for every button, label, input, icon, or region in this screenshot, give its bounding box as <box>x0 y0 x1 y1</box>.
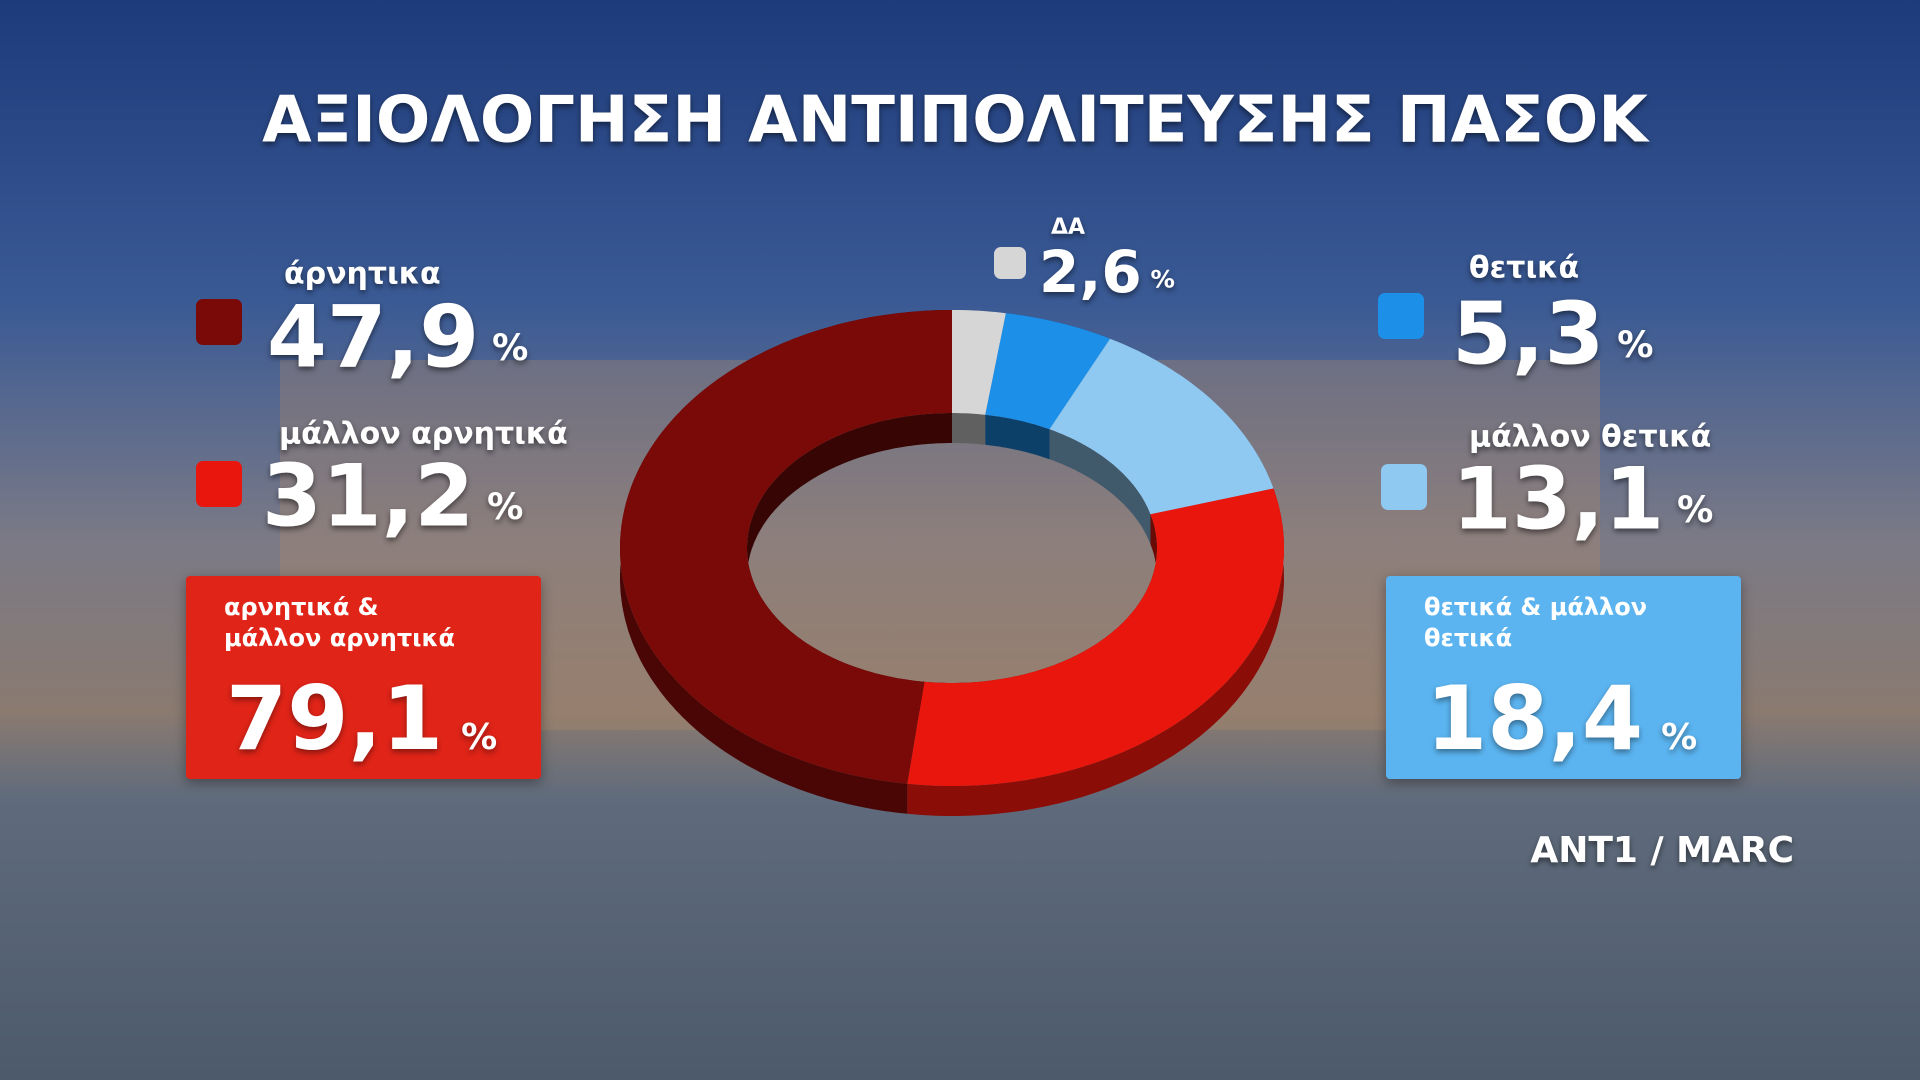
total-value-row: 18,4% <box>1426 674 1697 783</box>
total-label: αρνητικά & μάλλον αρνητικά <box>224 593 456 652</box>
value-label: 2,6 <box>1039 238 1142 306</box>
chart-title: ΑΞΙΟΛΟΓΗΣΗ ΑΝΤΙΠΟΛΙΤΕΥΣΗΣ ΠΑΣΟΚ <box>262 84 1650 158</box>
source: ANT1 / MARC <box>1530 830 1794 871</box>
legend-swatch <box>994 247 1026 279</box>
value-label: 13,1 <box>1452 449 1664 549</box>
slice <box>985 313 1110 430</box>
value-unit: % <box>1677 488 1713 531</box>
total-unit: % <box>461 717 498 758</box>
legend-label: άρνητικα <box>284 257 441 292</box>
legend-swatch <box>1381 464 1427 510</box>
total-box: θετικά & μάλλον θετικά 18,4% <box>1386 576 1741 779</box>
legend-swatch <box>196 299 242 345</box>
value-unit: % <box>1150 265 1174 294</box>
value-unit: % <box>487 485 523 528</box>
slice <box>952 310 1006 415</box>
legend-label: μάλλον αρνητικά <box>279 417 568 452</box>
slice-inner-side <box>1049 429 1151 545</box>
total-value: 79,1 <box>226 667 444 770</box>
slice <box>907 488 1284 786</box>
total-unit: % <box>1661 717 1698 758</box>
total-box: αρνητικά & μάλλον αρνητικά 79,1% <box>186 576 541 779</box>
legend-label: μάλλον θετικά <box>1469 420 1711 455</box>
total-label: θετικά & μάλλον θετικά <box>1424 593 1648 652</box>
slice <box>620 310 952 784</box>
legend-swatch <box>196 461 242 507</box>
value-label: 47,9 <box>267 287 479 387</box>
legend-label: ΔΑ <box>1051 215 1085 240</box>
total-value-row: 79,1% <box>226 674 497 783</box>
total-value: 18,4 <box>1426 667 1644 770</box>
legend-label: θετικά <box>1469 251 1579 286</box>
slice <box>1049 338 1274 515</box>
slice-inner-side <box>985 414 1050 460</box>
value-unit: % <box>492 326 528 369</box>
value-label: 31,2 <box>262 446 474 546</box>
value-unit: % <box>1617 323 1653 366</box>
value-label: 5,3 <box>1452 284 1604 384</box>
slice-side <box>907 488 1284 816</box>
slice-inner-side <box>747 413 952 712</box>
legend-swatch <box>1378 293 1424 339</box>
slice-inner-side <box>952 413 986 445</box>
